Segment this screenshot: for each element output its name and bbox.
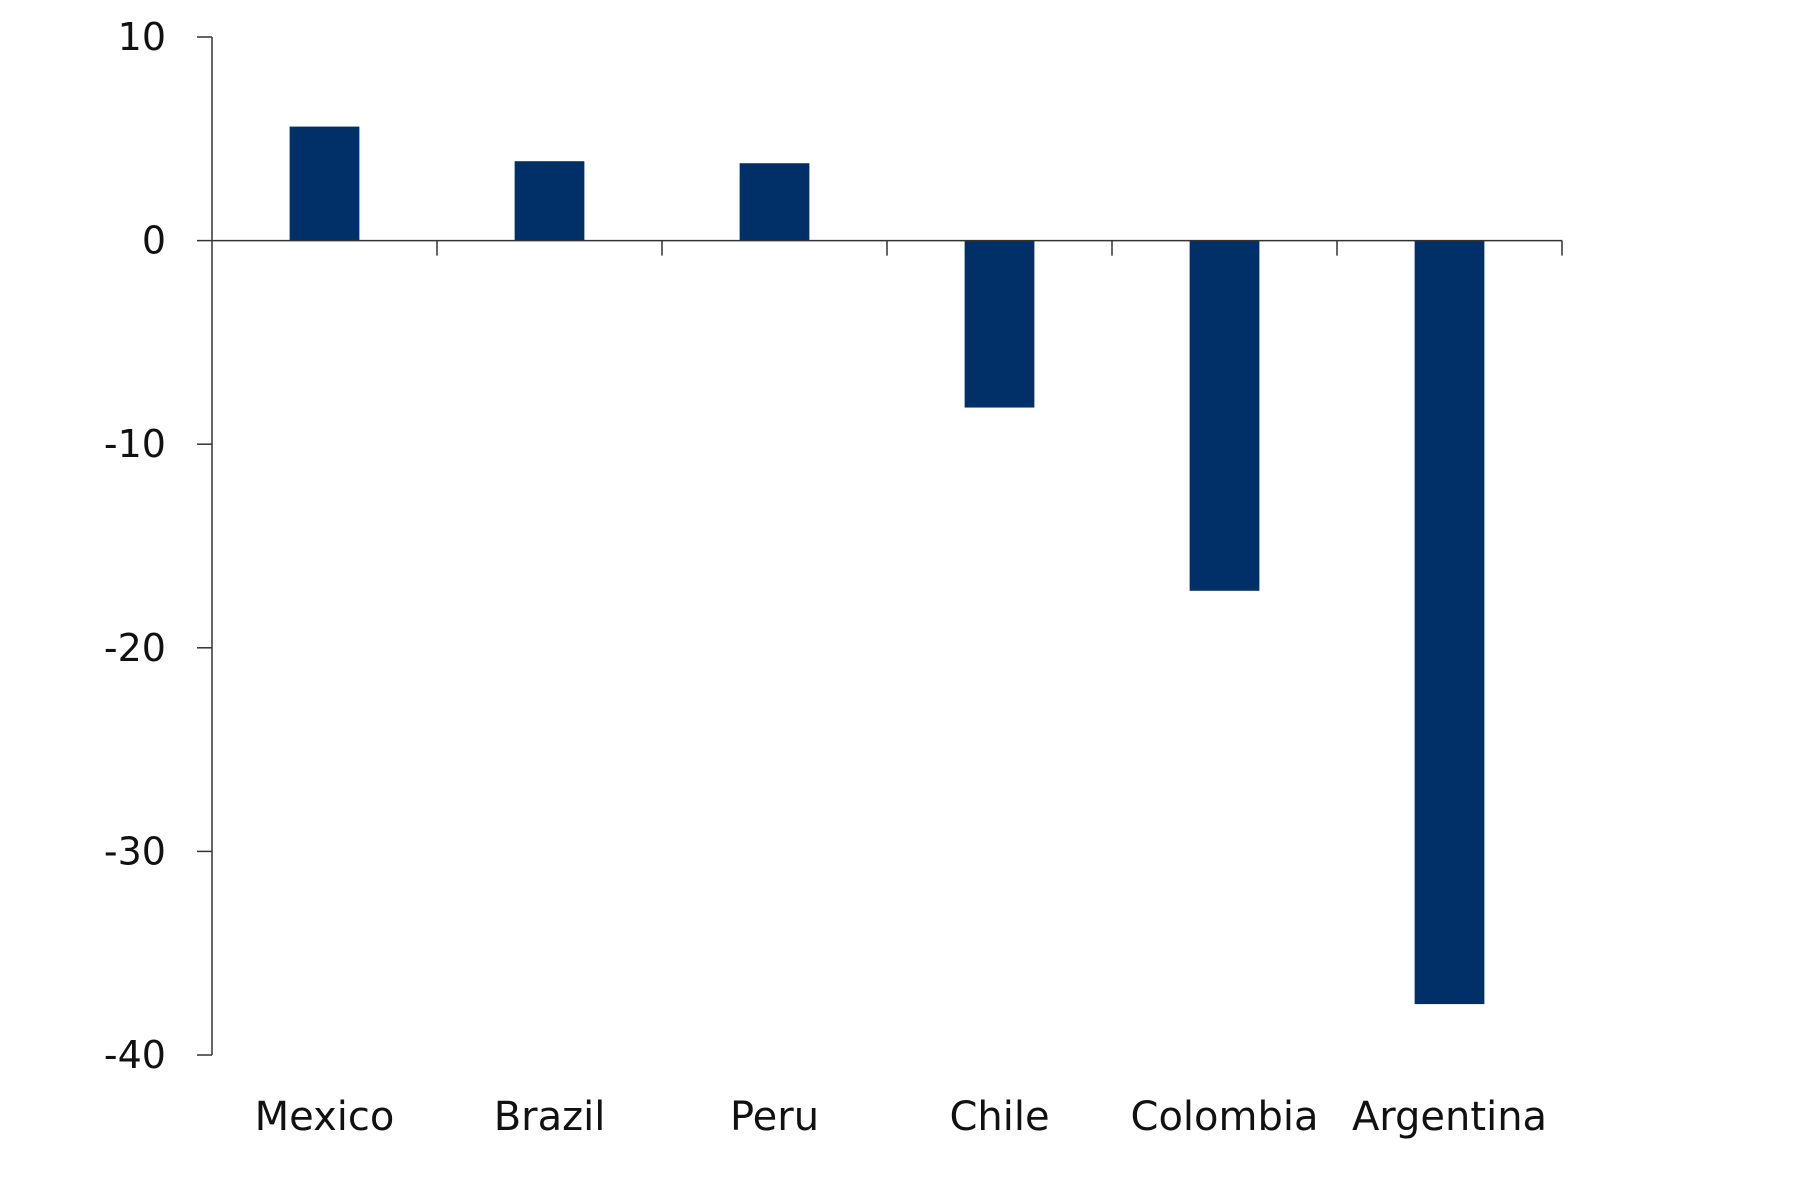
y-tick-label: 10 [118,15,166,59]
axes-group [197,36,1563,1056]
bar-mexico [289,126,360,241]
y-tick-label: -30 [104,829,166,873]
y-tick-labels: 10 0 -10 -20 -30 -40 [104,15,166,1077]
bar-brazil [514,161,585,241]
bar-chile [964,240,1035,408]
y-tick-label: -40 [104,1033,166,1077]
bar-colombia [1189,240,1260,591]
x-tick-label-chile: Chile [949,1094,1049,1140]
y-tick-label: -20 [104,626,166,670]
x-tick-label-argentina: Argentina [1352,1094,1547,1140]
x-tick-labels: Mexico Brazil Peru Chile Colombia Argentina [255,1094,1547,1140]
y-tick-label: -10 [104,422,166,466]
bar-peru [739,163,810,241]
x-tick-label-colombia: Colombia [1131,1094,1319,1140]
x-tick-label-brazil: Brazil [494,1094,606,1140]
y-tick-label: 0 [142,219,166,263]
x-tick-label-peru: Peru [730,1094,819,1140]
bars-group [289,126,1485,1005]
bar-argentina [1414,240,1485,1005]
x-tick-label-mexico: Mexico [255,1094,395,1140]
